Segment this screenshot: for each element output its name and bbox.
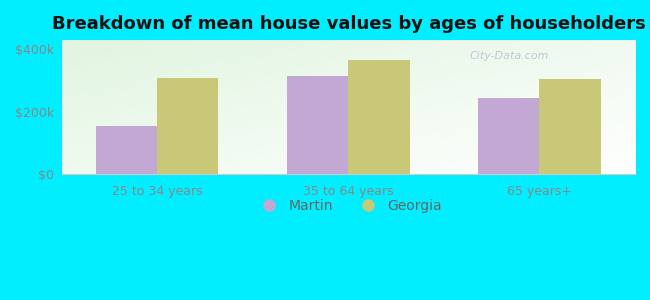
Title: Breakdown of mean house values by ages of householders: Breakdown of mean house values by ages o… <box>51 15 645 33</box>
Legend: Martin, Georgia: Martin, Georgia <box>250 193 447 218</box>
Bar <box>157 77 218 174</box>
Bar <box>287 76 348 174</box>
Bar <box>540 79 601 174</box>
Bar <box>348 60 410 174</box>
Bar <box>478 98 540 174</box>
Bar <box>96 126 157 174</box>
Text: City-Data.com: City-Data.com <box>469 51 549 61</box>
